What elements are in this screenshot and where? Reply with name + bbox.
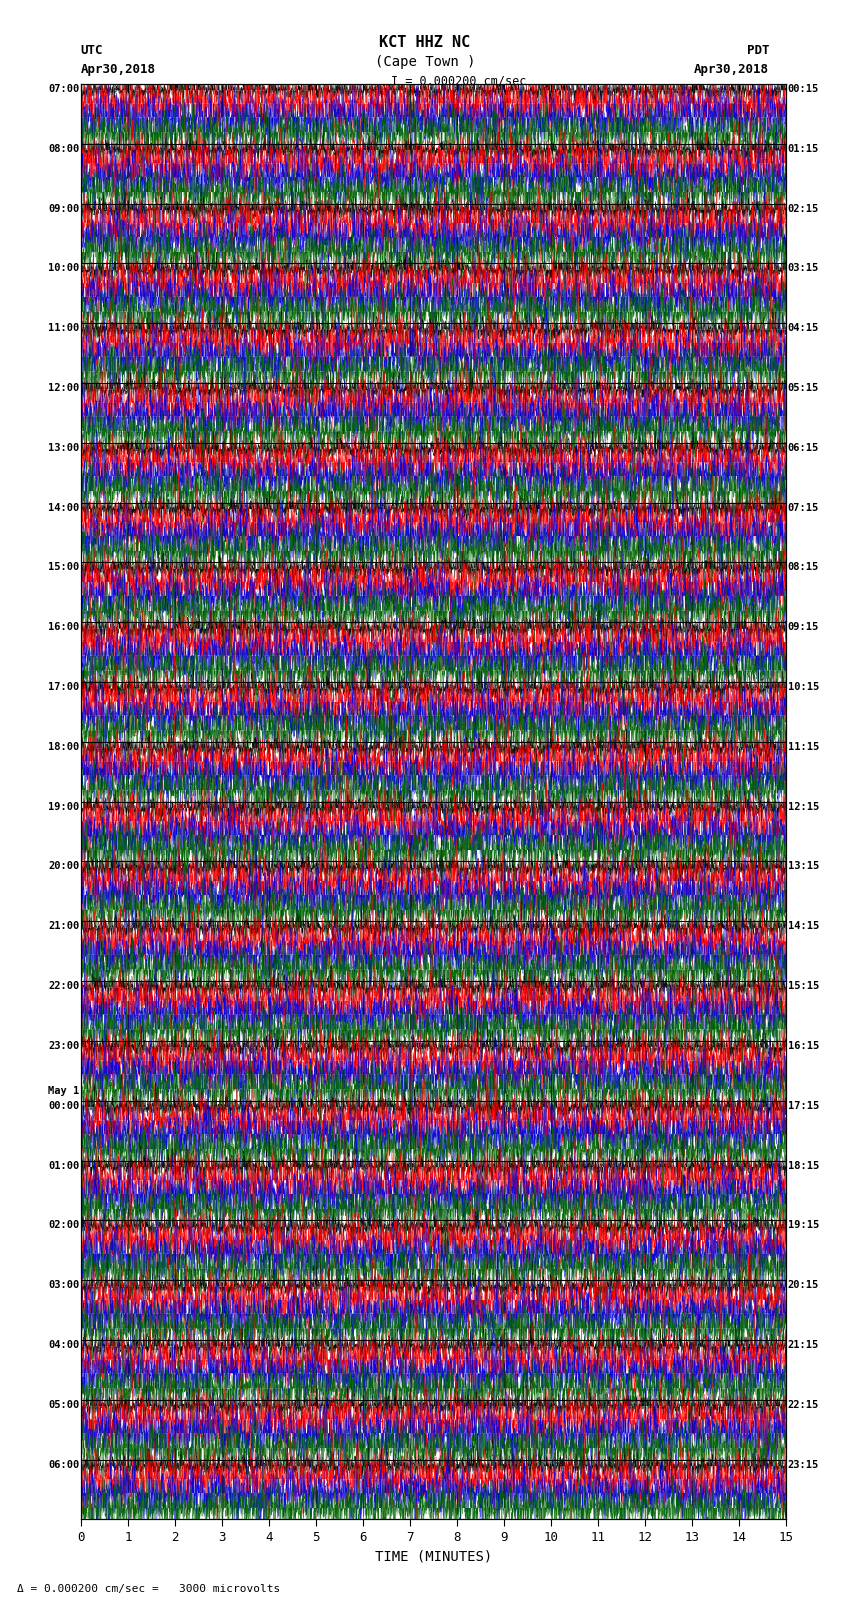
Text: 01:00: 01:00 <box>48 1161 79 1171</box>
Text: 23:00: 23:00 <box>48 1040 79 1052</box>
Text: 06:00: 06:00 <box>48 1460 79 1469</box>
Text: 21:00: 21:00 <box>48 921 79 931</box>
Text: 16:00: 16:00 <box>48 623 79 632</box>
Text: 12:15: 12:15 <box>788 802 819 811</box>
Text: 02:15: 02:15 <box>788 203 819 213</box>
X-axis label: TIME (MINUTES): TIME (MINUTES) <box>375 1550 492 1565</box>
Text: 13:15: 13:15 <box>788 861 819 871</box>
Text: 02:00: 02:00 <box>48 1221 79 1231</box>
Text: Δ = 0.000200 cm/sec =   3000 microvolts: Δ = 0.000200 cm/sec = 3000 microvolts <box>17 1584 280 1594</box>
Text: 19:00: 19:00 <box>48 802 79 811</box>
Text: 00:15: 00:15 <box>788 84 819 94</box>
Text: 21:15: 21:15 <box>788 1340 819 1350</box>
Text: 19:15: 19:15 <box>788 1221 819 1231</box>
Text: 11:00: 11:00 <box>48 323 79 334</box>
Text: 04:00: 04:00 <box>48 1340 79 1350</box>
Text: 01:15: 01:15 <box>788 144 819 153</box>
Text: 00:00: 00:00 <box>48 1100 79 1111</box>
Text: (Cape Town ): (Cape Town ) <box>375 55 475 69</box>
Text: 20:00: 20:00 <box>48 861 79 871</box>
Text: 09:15: 09:15 <box>788 623 819 632</box>
Text: Apr30,2018: Apr30,2018 <box>694 63 769 76</box>
Text: 22:00: 22:00 <box>48 981 79 990</box>
Text: 03:15: 03:15 <box>788 263 819 273</box>
Text: UTC: UTC <box>81 44 103 56</box>
Text: 10:15: 10:15 <box>788 682 819 692</box>
Text: 14:15: 14:15 <box>788 921 819 931</box>
Text: 11:15: 11:15 <box>788 742 819 752</box>
Text: 14:00: 14:00 <box>48 503 79 513</box>
Text: 16:15: 16:15 <box>788 1040 819 1052</box>
Text: I = 0.000200 cm/sec: I = 0.000200 cm/sec <box>391 74 526 87</box>
Text: 12:00: 12:00 <box>48 382 79 394</box>
Text: 15:00: 15:00 <box>48 563 79 573</box>
Text: 18:00: 18:00 <box>48 742 79 752</box>
Text: 17:15: 17:15 <box>788 1100 819 1111</box>
Text: 05:00: 05:00 <box>48 1400 79 1410</box>
Text: 08:15: 08:15 <box>788 563 819 573</box>
Text: Apr30,2018: Apr30,2018 <box>81 63 156 76</box>
Text: 18:15: 18:15 <box>788 1161 819 1171</box>
Text: May 1: May 1 <box>48 1086 79 1095</box>
Text: 22:15: 22:15 <box>788 1400 819 1410</box>
Text: PDT: PDT <box>747 44 769 56</box>
Text: 17:00: 17:00 <box>48 682 79 692</box>
Text: 03:00: 03:00 <box>48 1281 79 1290</box>
Text: 13:00: 13:00 <box>48 442 79 453</box>
Text: 15:15: 15:15 <box>788 981 819 990</box>
Text: 09:00: 09:00 <box>48 203 79 213</box>
Text: 06:15: 06:15 <box>788 442 819 453</box>
Text: 23:15: 23:15 <box>788 1460 819 1469</box>
Text: 07:00: 07:00 <box>48 84 79 94</box>
Text: 20:15: 20:15 <box>788 1281 819 1290</box>
Text: KCT HHZ NC: KCT HHZ NC <box>379 35 471 50</box>
Text: 04:15: 04:15 <box>788 323 819 334</box>
Text: 10:00: 10:00 <box>48 263 79 273</box>
Text: 08:00: 08:00 <box>48 144 79 153</box>
Text: 05:15: 05:15 <box>788 382 819 394</box>
Text: 07:15: 07:15 <box>788 503 819 513</box>
